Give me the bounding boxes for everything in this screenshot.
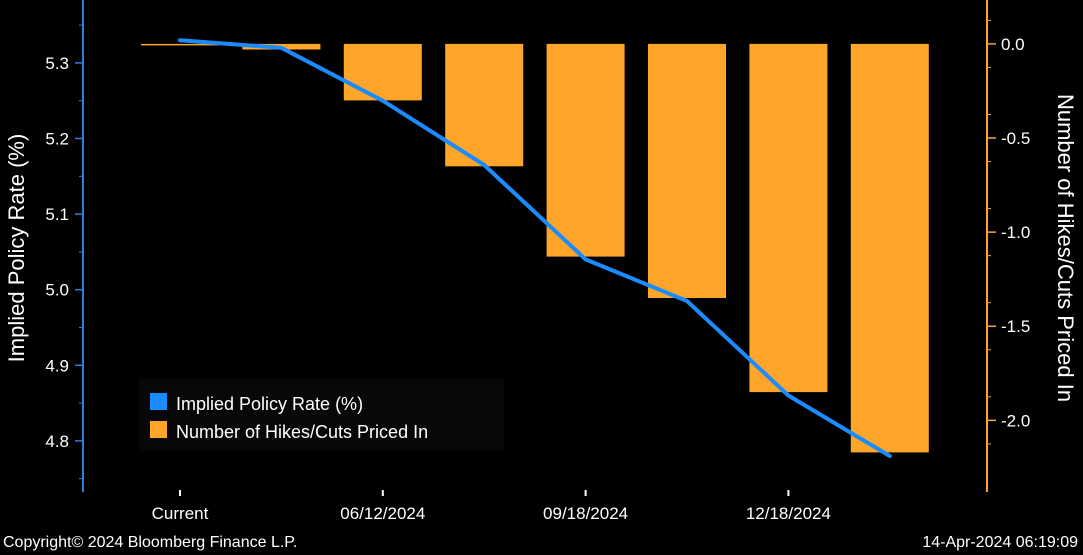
bar-series: [141, 43, 929, 453]
right-tick-label-0: 0.0: [1001, 35, 1025, 54]
left-axis-title: Implied Policy Rate (%): [4, 134, 29, 363]
left-y-axis: 5.3 5.2 5.1 5.0 4.9 4.8: [45, 0, 84, 492]
bar-4: [546, 43, 625, 257]
bar-6: [749, 43, 828, 393]
implied-rate-line: [178, 38, 892, 458]
left-tick-label-4: 4.9: [45, 356, 69, 375]
left-tick-label-5: 4.8: [45, 432, 69, 451]
right-tick-label-4: -2.0: [1001, 411, 1030, 430]
bar-0: [141, 43, 219, 46]
x-tick-label-0: Current: [152, 504, 209, 523]
right-axis-title: Number of Hikes/Cuts Priced In: [1053, 94, 1078, 402]
bar-2: [343, 43, 422, 101]
line-series-group: [178, 38, 892, 458]
x-tick-label-1: 06/12/2024: [340, 504, 425, 523]
legend-swatch-hikes-cuts: [150, 421, 167, 438]
x-axis: Current 06/12/2024 09/18/2024 12/18/2024: [152, 490, 831, 523]
right-tick-label-2: -1.0: [1001, 223, 1030, 242]
right-y-axis: 0.0 -0.5 -1.0 -1.5 -2.0: [986, 0, 1030, 492]
left-tick-label-3: 5.0: [45, 281, 69, 300]
copyright-text: Copyright© 2024 Bloomberg Finance L.P.: [3, 534, 297, 551]
right-tick-label-3: -1.5: [1001, 317, 1030, 336]
timestamp-text: 14-Apr-2024 06:19:09: [922, 534, 1078, 551]
left-tick-label-2: 5.1: [45, 205, 69, 224]
bar-3: [445, 43, 524, 167]
left-tick-label-0: 5.3: [45, 54, 69, 73]
legend-label-hikes-cuts: Number of Hikes/Cuts Priced In: [176, 422, 428, 442]
x-tick-label-3: 12/18/2024: [746, 504, 831, 523]
legend: Implied Policy Rate (%) Number of Hikes/…: [139, 379, 504, 451]
legend-label-implied-rate: Implied Policy Rate (%): [176, 394, 363, 414]
bar-5: [648, 43, 726, 299]
x-tick-label-2: 09/18/2024: [543, 504, 628, 523]
left-tick-label-1: 5.2: [45, 130, 69, 149]
legend-swatch-implied-rate: [150, 393, 167, 410]
bar-7: [850, 43, 929, 453]
legend-background: [139, 379, 504, 451]
right-tick-label-1: -0.5: [1001, 129, 1030, 148]
